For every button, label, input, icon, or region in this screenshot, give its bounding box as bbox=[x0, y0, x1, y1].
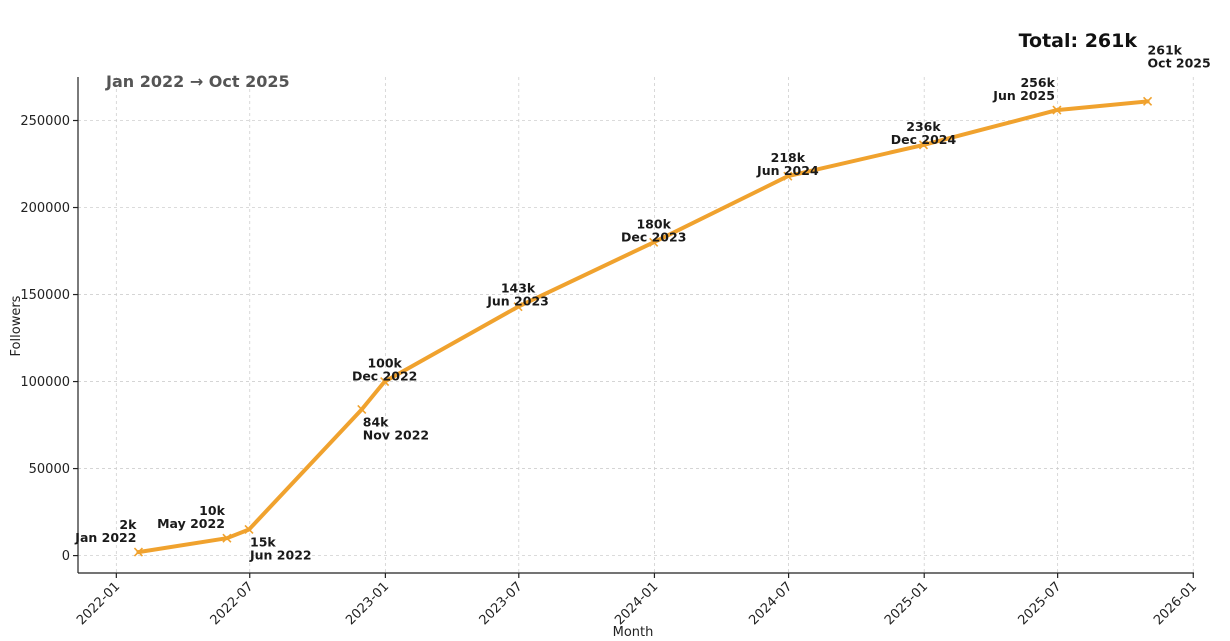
x-tick-label: 2025-01 bbox=[882, 579, 931, 628]
point-value-label: 143k bbox=[501, 281, 536, 296]
point-value-label: 256k bbox=[1020, 75, 1055, 90]
x-tick-label: 2025-07 bbox=[1015, 579, 1064, 628]
point-date-label: Jun 2022 bbox=[249, 547, 312, 562]
x-tick-label: 2024-01 bbox=[612, 579, 661, 628]
chart-subtitle: Jan 2022 → Oct 2025 bbox=[105, 72, 290, 91]
point-value-label: 236k bbox=[906, 119, 941, 134]
point-value-label: 218k bbox=[771, 150, 806, 165]
point-value-label: 100k bbox=[367, 356, 402, 371]
point-value-label: 261k bbox=[1148, 42, 1183, 57]
y-tick-label: 250000 bbox=[20, 114, 70, 129]
total-label: Total: 261k bbox=[1019, 30, 1138, 52]
ticks: 0 50000 100000 150000 200000 250000 2022-01 202… bbox=[20, 114, 1200, 628]
x-tick-label: 2026-01 bbox=[1151, 579, 1200, 628]
point-value-label: 84k bbox=[363, 414, 389, 429]
point-value-label: 10k bbox=[199, 503, 225, 518]
x-tick-label: 2023-07 bbox=[477, 579, 526, 628]
x-tick-label: 2023-01 bbox=[343, 579, 392, 628]
y-tick-label: 50000 bbox=[29, 462, 70, 477]
point-date-label: Jun 2025 bbox=[992, 88, 1055, 103]
grid bbox=[78, 77, 1194, 573]
series bbox=[133, 96, 1153, 557]
point-date-label: Jan 2022 bbox=[74, 530, 136, 545]
point-value-label: 180k bbox=[636, 216, 671, 231]
data-point-marker bbox=[380, 376, 390, 387]
data-point-marker bbox=[244, 524, 254, 535]
y-tick-label: 100000 bbox=[20, 375, 70, 390]
point-date-label: Jun 2023 bbox=[486, 294, 549, 309]
y-tick-label: 0 bbox=[62, 549, 70, 564]
y-tick-label: 200000 bbox=[20, 201, 70, 216]
data-point-marker bbox=[133, 547, 144, 557]
x-tick-label: 2022-07 bbox=[208, 579, 257, 628]
x-axis-title: Month bbox=[613, 625, 654, 640]
x-tick-label: 2024-07 bbox=[746, 579, 795, 628]
x-tick-label: 2022-01 bbox=[74, 579, 123, 628]
point-date-label: Jun 2024 bbox=[756, 163, 819, 178]
y-tick-label: 150000 bbox=[20, 288, 70, 303]
point-date-label: Oct 2025 bbox=[1148, 55, 1211, 70]
data-point-marker bbox=[918, 140, 929, 150]
point-date-label: Dec 2023 bbox=[621, 229, 686, 244]
point-date-label: Nov 2022 bbox=[363, 427, 429, 442]
axes bbox=[77, 77, 1194, 574]
point-date-label: Dec 2024 bbox=[891, 132, 957, 147]
point-date-label: Dec 2022 bbox=[352, 369, 417, 384]
point-date-label: May 2022 bbox=[157, 516, 225, 531]
data-point-marker bbox=[513, 302, 523, 312]
data-point-marker bbox=[1052, 105, 1062, 115]
point-value-label: 15k bbox=[250, 534, 276, 549]
data-point-marker bbox=[649, 237, 659, 247]
y-axis-title: Followers bbox=[9, 295, 24, 356]
point-value-label: 2k bbox=[119, 517, 137, 532]
data-point-marker bbox=[1142, 96, 1153, 106]
data-point-marker bbox=[222, 533, 232, 543]
followers-series-line bbox=[136, 99, 1150, 555]
data-point-marker bbox=[357, 404, 367, 414]
data-point-marker bbox=[783, 171, 793, 181]
